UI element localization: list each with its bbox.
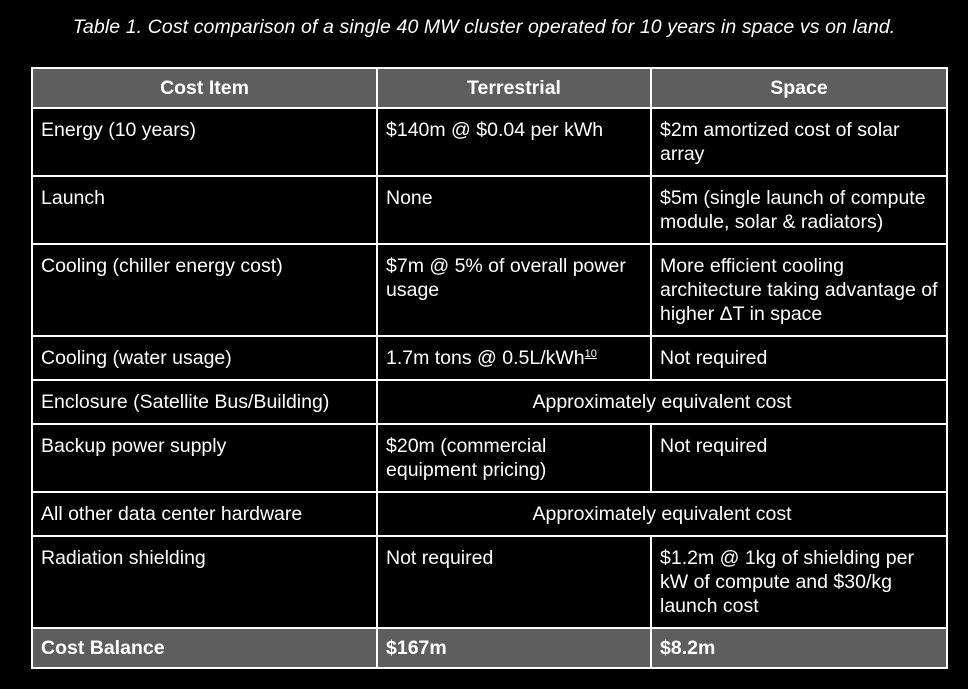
header-space: Space [650,67,948,109]
cell-merged: Approximately equivalent cost [376,491,948,537]
cell-terrestrial: $7m @ 5% of overall power usage [376,243,652,337]
cell-item: Cooling (chiller energy cost) [31,243,378,337]
cell-item: All other data center hardware [31,491,378,537]
cell-space: $2m amortized cost of solar array [650,107,948,177]
cell-item: Radiation shielding [31,535,378,629]
cell-space: Not required [650,335,948,381]
header-row: Cost Item Terrestrial Space [31,67,948,109]
cell-terrestrial: $140m @ $0.04 per kWh [376,107,652,177]
table-caption: Table 1. Cost comparison of a single 40 … [72,16,896,38]
table-row: All other data center hardware Approxima… [31,491,948,537]
table-row: Energy (10 years) $140m @ $0.04 per kWh … [31,107,948,177]
cell-terrestrial: Not required [376,535,652,629]
cell-item: Enclosure (Satellite Bus/Building) [31,379,378,425]
header-terrestrial: Terrestrial [376,67,652,109]
cell-space: Not required [650,423,948,493]
cell-space: $1.2m @ 1kg of shielding per kW of compu… [650,535,948,629]
table-row: Backup power supply $20m (commercial equ… [31,423,948,493]
cell-terrestrial-text: 1.7m tons @ 0.5L/kWh [386,347,585,369]
cell-item: Cooling (water usage) [31,335,378,381]
total-row: Cost Balance $167m $8.2m [31,627,948,669]
cell-terrestrial: $20m (commercial equipment pricing) [376,423,652,493]
cell-terrestrial: 1.7m tons @ 0.5L/kWh10 [376,335,652,381]
header-cost-item: Cost Item [31,67,378,109]
table-row: Cooling (chiller energy cost) $7m @ 5% o… [31,243,948,337]
cell-item: Launch [31,175,378,245]
cell-terrestrial: None [376,175,652,245]
table-row: Enclosure (Satellite Bus/Building) Appro… [31,379,948,425]
total-space: $8.2m [650,627,948,669]
total-terrestrial: $167m [376,627,652,669]
cell-item: Backup power supply [31,423,378,493]
cell-space: $5m (single launch of compute module, so… [650,175,948,245]
cost-comparison-table: Cost Item Terrestrial Space Energy (10 y… [31,67,948,669]
table-row: Cooling (water usage) 1.7m tons @ 0.5L/k… [31,335,948,381]
total-label: Cost Balance [31,627,378,669]
table-row: Radiation shielding Not required $1.2m @… [31,535,948,629]
table-row: Launch None $5m (single launch of comput… [31,175,948,245]
footnote-reference-link[interactable]: 10 [584,348,597,360]
cell-merged: Approximately equivalent cost [376,379,948,425]
cell-item: Energy (10 years) [31,107,378,177]
cell-space: More efficient cooling architecture taki… [650,243,948,337]
